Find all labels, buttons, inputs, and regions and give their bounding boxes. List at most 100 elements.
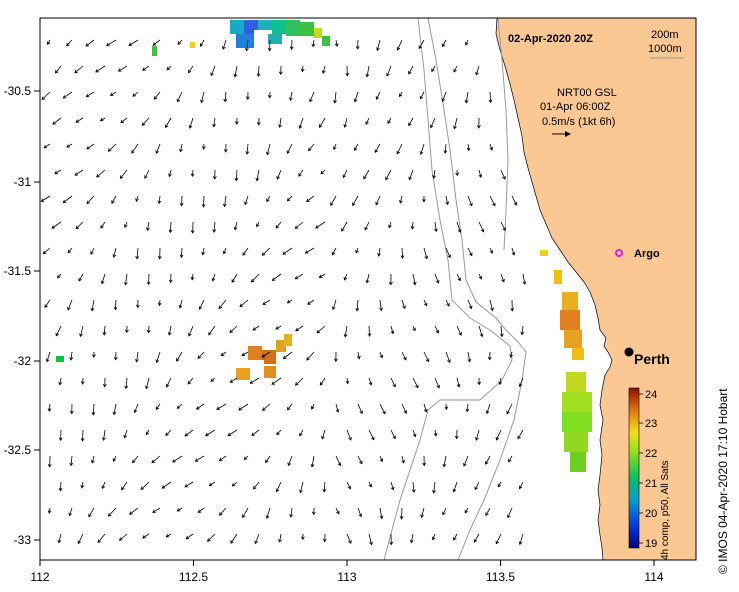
current-arrow [295, 377, 304, 386]
current-arrow [283, 351, 293, 359]
map-title: 02-Apr-2020 20Z [508, 33, 593, 45]
current-arrowhead [478, 275, 483, 280]
current-arrow [522, 273, 526, 285]
current-arrow [216, 403, 227, 410]
current-arrowhead [411, 489, 416, 493]
current-arrowhead [129, 511, 133, 515]
current-arrowhead [443, 150, 448, 154]
current-arrowhead [418, 45, 422, 50]
current-arrow [319, 117, 326, 128]
current-arrow [219, 455, 227, 461]
current-arrow [500, 273, 505, 282]
current-arrowhead [205, 432, 209, 437]
current-arrowhead [271, 277, 276, 281]
current-arrowhead [490, 307, 494, 312]
current-arrowhead [229, 379, 234, 383]
current-arrow [230, 377, 238, 383]
current-arrowhead [453, 125, 457, 130]
lon-tick-label: 113 [337, 570, 356, 584]
current-arrowhead [309, 98, 313, 103]
current-arrowhead [511, 251, 516, 256]
current-arrow [177, 403, 183, 409]
current-arrow [307, 299, 315, 305]
current-arrow [335, 39, 338, 47]
current-arrow [376, 91, 381, 100]
current-arrow [241, 351, 249, 356]
current-arrowhead [256, 223, 260, 228]
current-arrow [443, 455, 447, 467]
current-arrow [234, 221, 238, 230]
lat-tick-label: -31 [14, 175, 32, 189]
current-arrowhead [118, 537, 123, 541]
current-arrowhead [365, 73, 370, 78]
current-arrow [152, 39, 161, 46]
current-arrow [486, 403, 491, 414]
current-arrowhead [276, 431, 280, 436]
current-arrowhead [267, 94, 272, 99]
current-arrowhead [41, 96, 46, 101]
current-arrow [431, 65, 436, 72]
current-arrow [434, 221, 437, 232]
current-arrow [354, 91, 359, 102]
current-arrow [44, 299, 51, 308]
current-arrowhead [299, 432, 303, 437]
current-arrowhead [359, 410, 363, 415]
current-arrowhead [212, 176, 217, 180]
current-arrow [166, 533, 172, 538]
current-arrow [224, 195, 227, 207]
current-arrow [397, 39, 403, 51]
current-arrow [409, 169, 414, 180]
current-arrowhead [464, 509, 469, 514]
argo-label: Argo [634, 248, 660, 260]
current-arrow [379, 351, 383, 358]
current-arrowhead [197, 509, 202, 513]
current-arrow [41, 195, 51, 202]
current-arrowhead [353, 98, 358, 103]
current-arrowhead [227, 432, 231, 437]
current-arrow [168, 325, 172, 336]
current-arrowhead [308, 147, 312, 152]
current-arrow [113, 247, 117, 258]
current-arrow [282, 247, 293, 255]
current-arrow [401, 299, 406, 309]
current-arrowhead [458, 332, 462, 336]
current-arrow [140, 481, 150, 490]
current-arrowhead [223, 149, 228, 153]
current-arrowhead [489, 250, 494, 254]
current-arrowhead [331, 251, 336, 256]
current-arrow [295, 325, 304, 332]
current-arrow [442, 507, 447, 515]
current-arrow [309, 91, 315, 102]
current-arrowhead [80, 438, 85, 442]
current-arrowhead [367, 333, 372, 337]
current-arrow [257, 65, 260, 77]
current-arrow [231, 273, 238, 283]
current-arrowhead [376, 47, 380, 52]
current-arrowhead [168, 229, 173, 234]
current-arrowhead [140, 486, 145, 490]
current-arrowhead [107, 148, 112, 152]
current-arrow [242, 247, 249, 256]
current-arrow [103, 429, 106, 441]
current-arrowhead [275, 488, 280, 493]
current-arrowhead [124, 329, 129, 334]
current-arrow [401, 351, 407, 361]
current-arrow [495, 533, 502, 544]
current-arrowhead [475, 437, 479, 441]
current-arrowhead [47, 510, 52, 514]
current-arrow [441, 39, 447, 47]
current-arrowhead [379, 458, 384, 463]
source-line-2: 01-Apr 06:00Z [540, 101, 611, 113]
current-arrowhead [190, 276, 195, 281]
current-arrowhead [152, 42, 157, 46]
current-arrow [54, 169, 62, 175]
current-arrowhead [330, 202, 334, 207]
current-arrowhead [469, 202, 473, 207]
current-arrow [60, 481, 62, 491]
current-arrow [189, 117, 194, 129]
current-arrowhead [315, 225, 319, 229]
current-arrow [489, 143, 493, 151]
current-arrowhead [142, 535, 146, 539]
lat-tick-label: -32.5 [4, 443, 32, 457]
current-arrow [489, 195, 496, 207]
